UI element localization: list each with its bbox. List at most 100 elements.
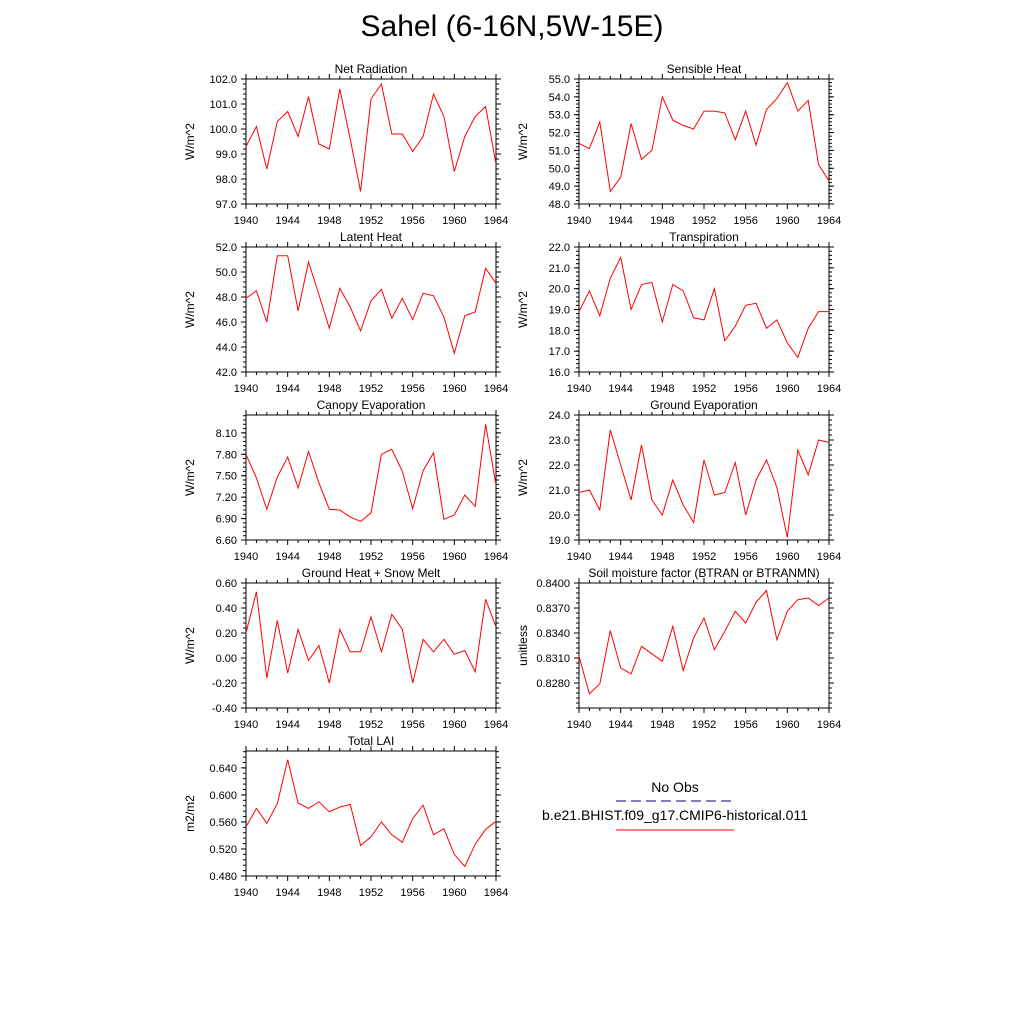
- y-tick-label: 46.0: [216, 317, 237, 329]
- x-tick-label: 1964: [484, 215, 508, 227]
- x-tick-label: 1940: [234, 215, 258, 227]
- y-tick-label: 21.0: [549, 485, 570, 497]
- x-tick-label: 1960: [775, 551, 799, 563]
- y-axis-label: W/m^2: [183, 459, 197, 496]
- x-tick-label: 1952: [692, 383, 716, 395]
- y-tick-label: 22.0: [549, 242, 570, 254]
- series-line: [245, 591, 497, 684]
- x-tick-label: 1956: [733, 383, 757, 395]
- x-tick-label: 1956: [400, 719, 424, 731]
- x-tick-label: 1964: [484, 887, 508, 899]
- panel-title: Transpiration: [669, 230, 739, 244]
- panel-9: Total LAI m2/m2 0.480 0.520 0.560 0.600 0.640 1…: [183, 734, 508, 899]
- y-tick-label: 0.20: [216, 628, 237, 640]
- y-tick-label: 17.0: [549, 346, 570, 358]
- series-line: [245, 424, 497, 522]
- y-tick-label: 52.0: [216, 242, 237, 254]
- y-tick-label: 0.8310: [536, 653, 570, 665]
- x-tick-label: 1956: [733, 215, 757, 227]
- legend: [616, 800, 734, 831]
- series-line: [245, 82, 497, 192]
- x-tick-label: 1964: [484, 719, 508, 731]
- x-tick-label: 1940: [234, 551, 258, 563]
- y-tick-label: 42.0: [216, 367, 237, 379]
- y-tick-label: 0.640: [209, 763, 237, 775]
- y-tick-label: 50.0: [549, 163, 570, 175]
- y-axis-label: unitless: [516, 625, 530, 666]
- x-tick-label: 1948: [317, 215, 341, 227]
- y-tick-label: 55.0: [549, 74, 570, 86]
- x-tick-label: 1940: [234, 719, 258, 731]
- y-tick-label: 0.480: [209, 871, 237, 883]
- y-axis-label: W/m^2: [183, 291, 197, 328]
- x-tick-label: 1960: [442, 551, 466, 563]
- x-tick-label: 1948: [317, 383, 341, 395]
- x-tick-label: 1948: [317, 551, 341, 563]
- panel-1: Net Radiation W/m^2 97.0 98.0 99.0 100.0 101.0…: [183, 62, 508, 227]
- plot-frame: [245, 78, 497, 205]
- x-tick-label: 1952: [692, 551, 716, 563]
- x-tick-label: 1952: [692, 719, 716, 731]
- y-tick-label: -0.20: [212, 678, 237, 690]
- x-tick-label: 1956: [400, 887, 424, 899]
- x-tick-label: 1944: [275, 887, 299, 899]
- plot-frame: [245, 582, 497, 709]
- y-tick-label: -0.40: [212, 703, 237, 715]
- panel-5: Canopy Evaporation W/m^2 6.60 6.90 7.20 7.50 7…: [183, 398, 508, 563]
- y-tick-label: 99.0: [216, 149, 237, 161]
- y-tick-label: 7.50: [216, 471, 237, 483]
- y-tick-label: 6.90: [216, 514, 237, 526]
- x-tick-label: 1940: [567, 383, 591, 395]
- x-tick-label: 1948: [650, 551, 674, 563]
- panel-6: Ground Evaporation W/m^2 19.0 20.0 21.0 22.0 2…: [516, 398, 841, 563]
- x-tick-label: 1944: [608, 215, 632, 227]
- y-tick-label: 19.0: [549, 305, 570, 317]
- y-tick-label: 6.60: [216, 535, 237, 547]
- y-tick-label: 0.560: [209, 817, 237, 829]
- x-tick-label: 1940: [234, 383, 258, 395]
- y-axis-label: W/m^2: [183, 627, 197, 664]
- y-tick-label: 0.40: [216, 603, 237, 615]
- y-tick-label: 97.0: [216, 199, 237, 211]
- plot-frame: [578, 78, 830, 205]
- y-tick-label: 0.8280: [536, 678, 570, 690]
- panel-2: Sensible Heat W/m^2 48.0 49.0 50.0 51.0 52.0 53…: [516, 62, 841, 227]
- x-tick-label: 1944: [275, 215, 299, 227]
- plot-frame: [578, 414, 830, 541]
- y-tick-label: 7.20: [216, 492, 237, 504]
- x-tick-label: 1940: [567, 551, 591, 563]
- panel-title: Total LAI: [348, 734, 395, 748]
- y-tick-label: 53.0: [549, 110, 570, 122]
- y-tick-label: 0.520: [209, 844, 237, 856]
- x-tick-label: 1964: [484, 383, 508, 395]
- x-tick-label: 1960: [775, 719, 799, 731]
- y-tick-label: 19.0: [549, 535, 570, 547]
- y-tick-label: 44.0: [216, 342, 237, 354]
- x-tick-label: 1948: [650, 719, 674, 731]
- x-tick-label: 1964: [817, 551, 841, 563]
- y-axis-label: m2/m2: [183, 795, 197, 832]
- series-line: [578, 429, 830, 538]
- y-tick-label: 0.600: [209, 790, 237, 802]
- y-axis-label: W/m^2: [516, 291, 530, 328]
- x-tick-label: 1960: [442, 887, 466, 899]
- plot-frame: [245, 750, 497, 877]
- y-tick-label: 0.8370: [536, 603, 570, 615]
- y-tick-label: 22.0: [549, 460, 570, 472]
- series-line: [245, 759, 497, 868]
- series-line: [578, 81, 830, 193]
- panel-title: Sensible Heat: [667, 62, 742, 76]
- series-line: [578, 255, 829, 359]
- y-tick-label: 101.0: [209, 99, 237, 111]
- x-tick-label: 1944: [275, 383, 299, 395]
- y-tick-label: 98.0: [216, 174, 237, 186]
- x-tick-label: 1952: [359, 551, 383, 563]
- y-tick-label: 48.0: [216, 292, 237, 304]
- x-tick-label: 1956: [733, 719, 757, 731]
- y-tick-label: 21.0: [549, 263, 570, 275]
- panel-7: Ground Heat + Snow Melt W/m^2 -0.40 -0.20 0.…: [183, 566, 508, 731]
- y-tick-label: 8.10: [216, 428, 237, 440]
- x-tick-label: 1940: [234, 887, 258, 899]
- y-tick-label: 24.0: [549, 410, 570, 422]
